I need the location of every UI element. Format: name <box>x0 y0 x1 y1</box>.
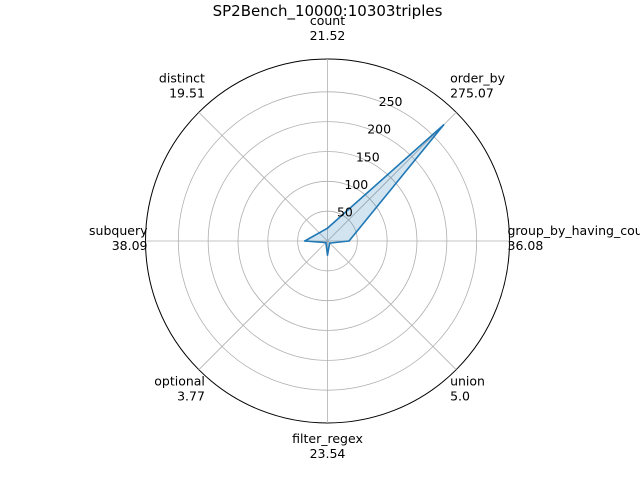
series-area <box>304 124 444 256</box>
data-point-union <box>328 242 331 244</box>
data-point-subquery <box>303 240 306 242</box>
category-value: 3.77 <box>177 389 205 404</box>
category-value: 275.07 <box>450 85 494 100</box>
data-point-distinct <box>318 231 321 234</box>
category-value: 21.52 <box>310 28 346 43</box>
category-value: 23.54 <box>310 446 346 461</box>
category-label-group_by_having_count_distinct: group_by_having_count_distinct36.08 <box>508 223 640 253</box>
data-point-filter_regex <box>326 254 329 256</box>
category-name: distinct <box>159 70 205 85</box>
category-label-order_by: order_by 275.07 <box>450 70 506 100</box>
category-name: filter_regex <box>292 431 363 446</box>
category-name: union <box>450 374 485 389</box>
category-label-count: count 21.52 <box>310 13 346 43</box>
radial-tick-label: 50 <box>337 204 353 219</box>
data-point-group_by_having_count_distinct <box>348 240 350 242</box>
category-name: order_by <box>450 70 506 85</box>
category-label-optional: optional 3.77 <box>154 374 205 404</box>
data-point-optional <box>325 241 327 244</box>
category-labels: count 21.52 order_by 275.07 group_by_having_… <box>89 13 640 461</box>
data-point-order_by <box>442 124 445 126</box>
chart-title: SP2Bench_10000:10303triples <box>213 2 443 21</box>
category-value: 5.0 <box>450 389 470 404</box>
category-name: count <box>310 13 345 28</box>
radial-tick-labels: 50 100 150 200 250 <box>337 94 403 219</box>
radial-tick-label: 250 <box>379 94 403 109</box>
category-name: optional <box>154 374 205 389</box>
spoke-optional <box>198 240 328 370</box>
category-label-distinct: distinct 19.51 <box>159 70 205 100</box>
category-value: 19.51 <box>169 85 205 100</box>
spoke-union <box>327 240 457 370</box>
category-value: 38.09 <box>112 238 148 253</box>
spoke-distinct <box>198 112 328 242</box>
data-series <box>303 124 445 256</box>
category-value: 36.08 <box>508 238 544 253</box>
category-label-union: union 5.0 <box>450 374 485 404</box>
data-point-count <box>326 227 329 229</box>
category-name: subquery <box>89 223 148 238</box>
radial-tick-label: 150 <box>356 149 380 164</box>
category-name: group_by_having_count_distinct <box>508 223 640 238</box>
category-label-filter_regex: filter_regex 23.54 <box>292 431 363 461</box>
radial-tick-label: 200 <box>367 122 391 137</box>
angular-gridlines <box>145 59 510 423</box>
category-label-subquery: subquery 38.09 <box>89 223 148 253</box>
radial-tick-label: 100 <box>344 177 368 192</box>
